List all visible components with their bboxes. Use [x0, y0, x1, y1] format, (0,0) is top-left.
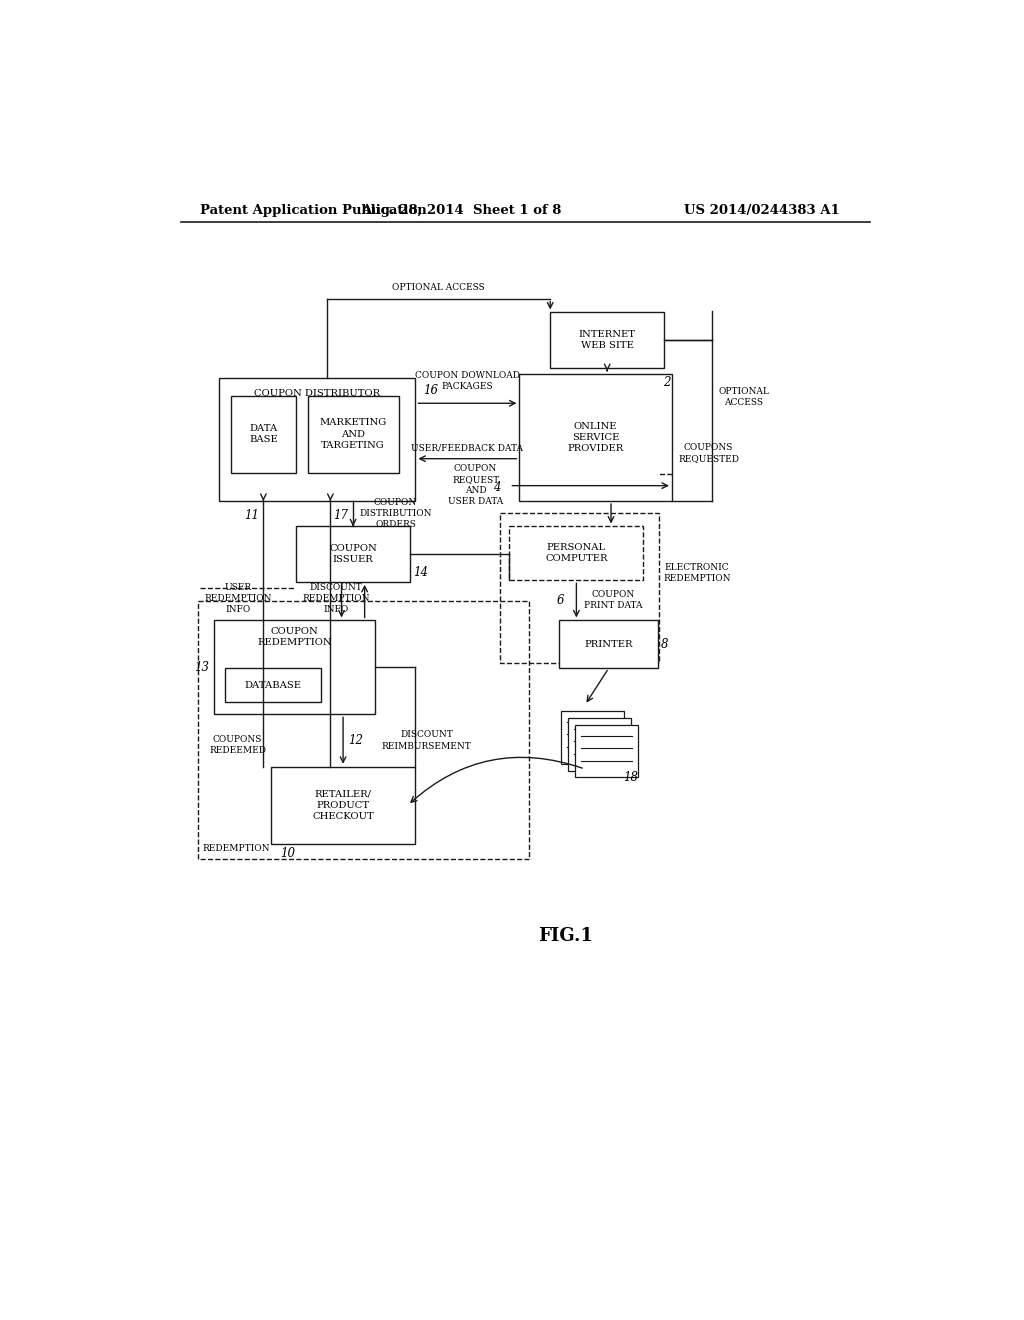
Bar: [519, 374, 672, 502]
Bar: [561, 711, 625, 763]
Text: 11: 11: [244, 508, 259, 521]
Text: INTERNET
WEB SITE: INTERNET WEB SITE: [579, 330, 636, 350]
Text: DISCOUNT
REIMBURSEMENT: DISCOUNT REIMBURSEMENT: [382, 730, 471, 751]
Text: ONLINE
SERVICE
PROVIDER: ONLINE SERVICE PROVIDER: [567, 422, 624, 453]
Text: COUPON
ISSUER: COUPON ISSUER: [329, 544, 377, 564]
Bar: [296, 527, 410, 582]
Text: COUPONS
REDEEMED: COUPONS REDEEMED: [209, 735, 266, 755]
Bar: [307, 396, 398, 473]
Text: 14: 14: [413, 566, 428, 578]
Text: OPTIONAL ACCESS: OPTIONAL ACCESS: [392, 284, 485, 293]
Text: USER/FEEDBACK DATA: USER/FEEDBACK DATA: [412, 444, 523, 453]
Bar: [270, 767, 416, 843]
Bar: [568, 718, 631, 771]
Text: DATABASE: DATABASE: [244, 681, 301, 689]
Text: 2: 2: [663, 376, 671, 388]
Text: DATA
BASE: DATA BASE: [249, 424, 278, 444]
Text: COUPONS
REQUESTED: COUPONS REQUESTED: [678, 444, 739, 463]
Text: COUPON DOWNLOAD
PACKAGES: COUPON DOWNLOAD PACKAGES: [415, 371, 520, 391]
Bar: [224, 668, 321, 702]
Text: PRINTER: PRINTER: [585, 640, 633, 648]
Bar: [214, 620, 376, 714]
Text: ELECTRONIC
REDEMPTION: ELECTRONIC REDEMPTION: [664, 562, 731, 582]
Text: MARKETING
AND
TARGETING: MARKETING AND TARGETING: [319, 418, 387, 450]
Text: COUPON
REDEMPTION: COUPON REDEMPTION: [257, 627, 332, 647]
Text: 18: 18: [624, 771, 638, 784]
Bar: [559, 620, 658, 668]
Bar: [574, 725, 638, 777]
Text: PERSONAL
COMPUTER: PERSONAL COMPUTER: [545, 544, 607, 564]
Text: OPTIONAL
ACCESS: OPTIONAL ACCESS: [718, 387, 769, 407]
Text: 6: 6: [557, 594, 564, 607]
Text: REDEMPTION: REDEMPTION: [203, 843, 270, 853]
Bar: [219, 378, 416, 502]
Text: RETAILER/
PRODUCT
CHECKOUT: RETAILER/ PRODUCT CHECKOUT: [312, 789, 374, 821]
Text: USER
REDEMPTION
INFO: USER REDEMPTION INFO: [205, 583, 272, 614]
Text: COUPON
PRINT DATA: COUPON PRINT DATA: [584, 590, 643, 610]
Text: 17: 17: [334, 508, 348, 521]
Text: COUPON
REQUEST
AND
USER DATA: COUPON REQUEST AND USER DATA: [447, 465, 503, 507]
Text: 13: 13: [195, 661, 209, 675]
Text: 16: 16: [423, 384, 438, 397]
Text: 4: 4: [493, 480, 500, 494]
Bar: [199, 601, 529, 859]
Text: DISCOUNT
REDEMPTION
INFO: DISCOUNT REDEMPTION INFO: [302, 583, 370, 614]
Text: 12: 12: [348, 734, 362, 747]
Bar: [230, 396, 296, 473]
Text: 10: 10: [280, 847, 295, 859]
Text: FIG.1: FIG.1: [539, 927, 593, 945]
Bar: [550, 313, 665, 368]
Text: COUPON DISTRIBUTOR: COUPON DISTRIBUTOR: [254, 388, 380, 397]
Text: US 2014/0244383 A1: US 2014/0244383 A1: [684, 205, 840, 218]
Bar: [500, 512, 658, 663]
Text: Aug. 28, 2014  Sheet 1 of 8: Aug. 28, 2014 Sheet 1 of 8: [361, 205, 562, 218]
Text: COUPON
DISTRIBUTION
ORDERS: COUPON DISTRIBUTION ORDERS: [359, 498, 432, 529]
Text: Patent Application Publication: Patent Application Publication: [200, 205, 427, 218]
Bar: [509, 527, 643, 581]
Text: 8: 8: [662, 638, 669, 651]
